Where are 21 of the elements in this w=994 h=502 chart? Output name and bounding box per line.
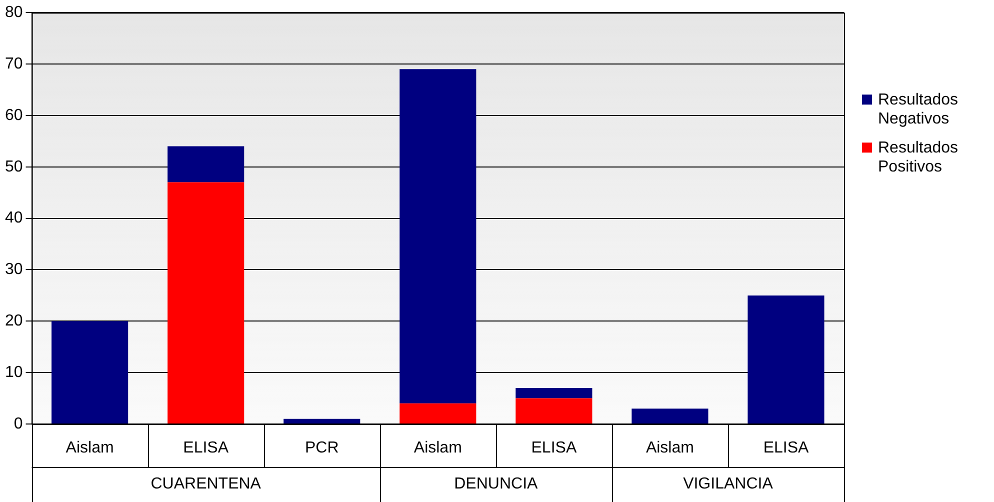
legend-label: Resultados Negativos [878, 92, 958, 128]
y-tick-label: 70 [5, 55, 23, 72]
text: CUARENTENA [150, 475, 262, 492]
text: DENUNCIA [454, 475, 538, 492]
x-tick-label: Aislam [646, 439, 694, 456]
y-tick-label: 50 [5, 158, 23, 176]
y-tick-label: 60 [5, 106, 23, 124]
y-tick-label: 10 [5, 364, 23, 381]
legend-label: Resultados Positivos [878, 140, 958, 176]
x-tick-label: Aislam [66, 439, 114, 456]
x-tick-label: Aislam [414, 439, 462, 456]
y-tick-label: 80 [5, 4, 23, 22]
x-tick-label: PCR [304, 439, 339, 456]
y-tick-label: 40 [5, 210, 23, 227]
x-tick-label: ELISA [531, 439, 577, 456]
x-tick-label: ELISA [763, 439, 809, 456]
y-tick-label: 30 [5, 261, 23, 278]
y-tick-label: 20 [5, 312, 23, 330]
x-tick-label: ELISA [183, 439, 229, 456]
text: VIGILANCIA [683, 475, 774, 492]
y-tick-label: 0 [14, 415, 23, 432]
